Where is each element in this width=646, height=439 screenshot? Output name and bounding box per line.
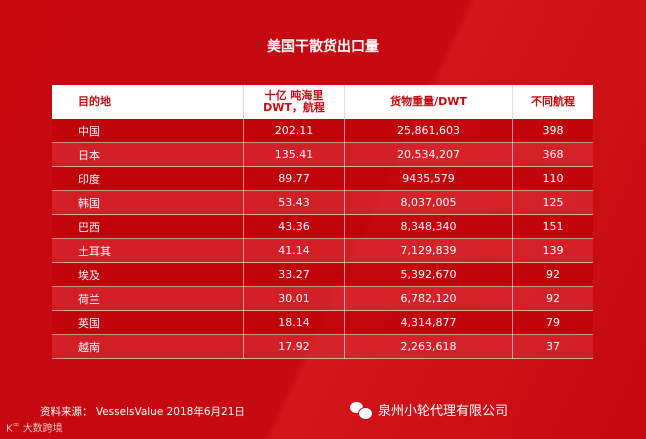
cell-voyages: 125 bbox=[512, 190, 593, 215]
cell-cargo-weight: 4,314,877 bbox=[344, 310, 513, 335]
brand-logo: K∞ 大数跨境 bbox=[6, 419, 63, 435]
cell-voyages: 110 bbox=[512, 166, 593, 191]
cell-destination: 中国 bbox=[52, 119, 244, 143]
table-row: 韩国 53.43 8,037,005 125 bbox=[52, 190, 593, 215]
watermark-text: 泉州小轮代理有限公司 bbox=[378, 404, 509, 419]
cell-cargo-weight: 7,129,839 bbox=[344, 238, 513, 263]
cell-ton-miles: 33.27 bbox=[243, 262, 345, 287]
table-row: 荷兰 30.01 6,782,120 92 bbox=[52, 286, 593, 311]
cell-ton-miles: 41.14 bbox=[243, 238, 345, 263]
cell-voyages: 398 bbox=[512, 119, 593, 143]
export-table: 目的地 十亿 吨海里 DWT，航程 货物重量/DWT 不同航程 中国 202.11… bbox=[52, 85, 593, 359]
cell-ton-miles: 30.01 bbox=[243, 286, 345, 311]
cell-voyages: 368 bbox=[512, 142, 593, 167]
table-row: 中国 202.11 25,861,603 398 bbox=[52, 119, 593, 143]
table-header: 目的地 十亿 吨海里 DWT，航程 货物重量/DWT 不同航程 bbox=[52, 85, 593, 119]
cell-voyages: 92 bbox=[512, 286, 593, 311]
cell-cargo-weight: 25,861,603 bbox=[344, 119, 513, 143]
table-row: 土耳其 41.14 7,129,839 139 bbox=[52, 238, 593, 263]
cell-voyages: 139 bbox=[512, 238, 593, 263]
source-note: 资料来源： VesselsValue 2018年6月21日 bbox=[40, 406, 245, 418]
cell-ton-miles: 135.41 bbox=[243, 142, 345, 167]
cell-ton-miles: 17.92 bbox=[243, 334, 345, 359]
cell-voyages: 151 bbox=[512, 214, 593, 239]
watermark: 泉州小轮代理有限公司 bbox=[350, 400, 509, 420]
brand-text: 大数跨境 bbox=[22, 423, 63, 435]
table-row: 英国 18.14 4,314,877 79 bbox=[52, 310, 593, 335]
cell-ton-miles: 18.14 bbox=[243, 310, 345, 335]
header-voyages: 不同航程 bbox=[512, 85, 593, 119]
cell-voyages: 92 bbox=[512, 262, 593, 287]
cell-ton-miles: 43.36 bbox=[243, 214, 345, 239]
table-row: 埃及 33.27 5,392,670 92 bbox=[52, 262, 593, 287]
cell-ton-miles: 202.11 bbox=[243, 119, 345, 143]
cell-destination: 英国 bbox=[52, 310, 244, 335]
cell-cargo-weight: 20,534,207 bbox=[344, 142, 513, 167]
cell-cargo-weight: 5,392,670 bbox=[344, 262, 513, 287]
cell-cargo-weight: 8,348,340 bbox=[344, 214, 513, 239]
cell-destination: 日本 bbox=[52, 142, 244, 167]
table-row: 印度 89.77 9435,579 110 bbox=[52, 166, 593, 191]
cell-destination: 土耳其 bbox=[52, 238, 244, 263]
cell-cargo-weight: 2,263,618 bbox=[344, 334, 513, 359]
cell-cargo-weight: 9435,579 bbox=[344, 166, 513, 191]
cell-destination: 荷兰 bbox=[52, 286, 244, 311]
table-row: 日本 135.41 20,534,207 368 bbox=[52, 142, 593, 167]
cell-ton-miles: 53.43 bbox=[243, 190, 345, 215]
cell-destination: 韩国 bbox=[52, 190, 244, 215]
cell-voyages: 37 bbox=[512, 334, 593, 359]
cell-cargo-weight: 8,037,005 bbox=[344, 190, 513, 215]
cell-ton-miles: 89.77 bbox=[243, 166, 345, 191]
cell-voyages: 79 bbox=[512, 310, 593, 335]
header-ton-miles: 十亿 吨海里 DWT，航程 bbox=[243, 85, 345, 119]
wechat-icon bbox=[350, 401, 373, 420]
cell-destination: 印度 bbox=[52, 166, 244, 191]
table-row: 巴西 43.36 8,348,340 151 bbox=[52, 214, 593, 239]
table-row: 越南 17.92 2,263,618 37 bbox=[52, 334, 593, 359]
cell-destination: 埃及 bbox=[52, 262, 244, 287]
cell-destination: 巴西 bbox=[52, 214, 244, 239]
cell-destination: 越南 bbox=[52, 334, 244, 359]
header-destination: 目的地 bbox=[52, 85, 244, 119]
cell-cargo-weight: 6,782,120 bbox=[344, 286, 513, 311]
header-cargo-weight: 货物重量/DWT bbox=[344, 85, 513, 119]
chart-title: 美国干散货出口量 bbox=[267, 39, 379, 55]
